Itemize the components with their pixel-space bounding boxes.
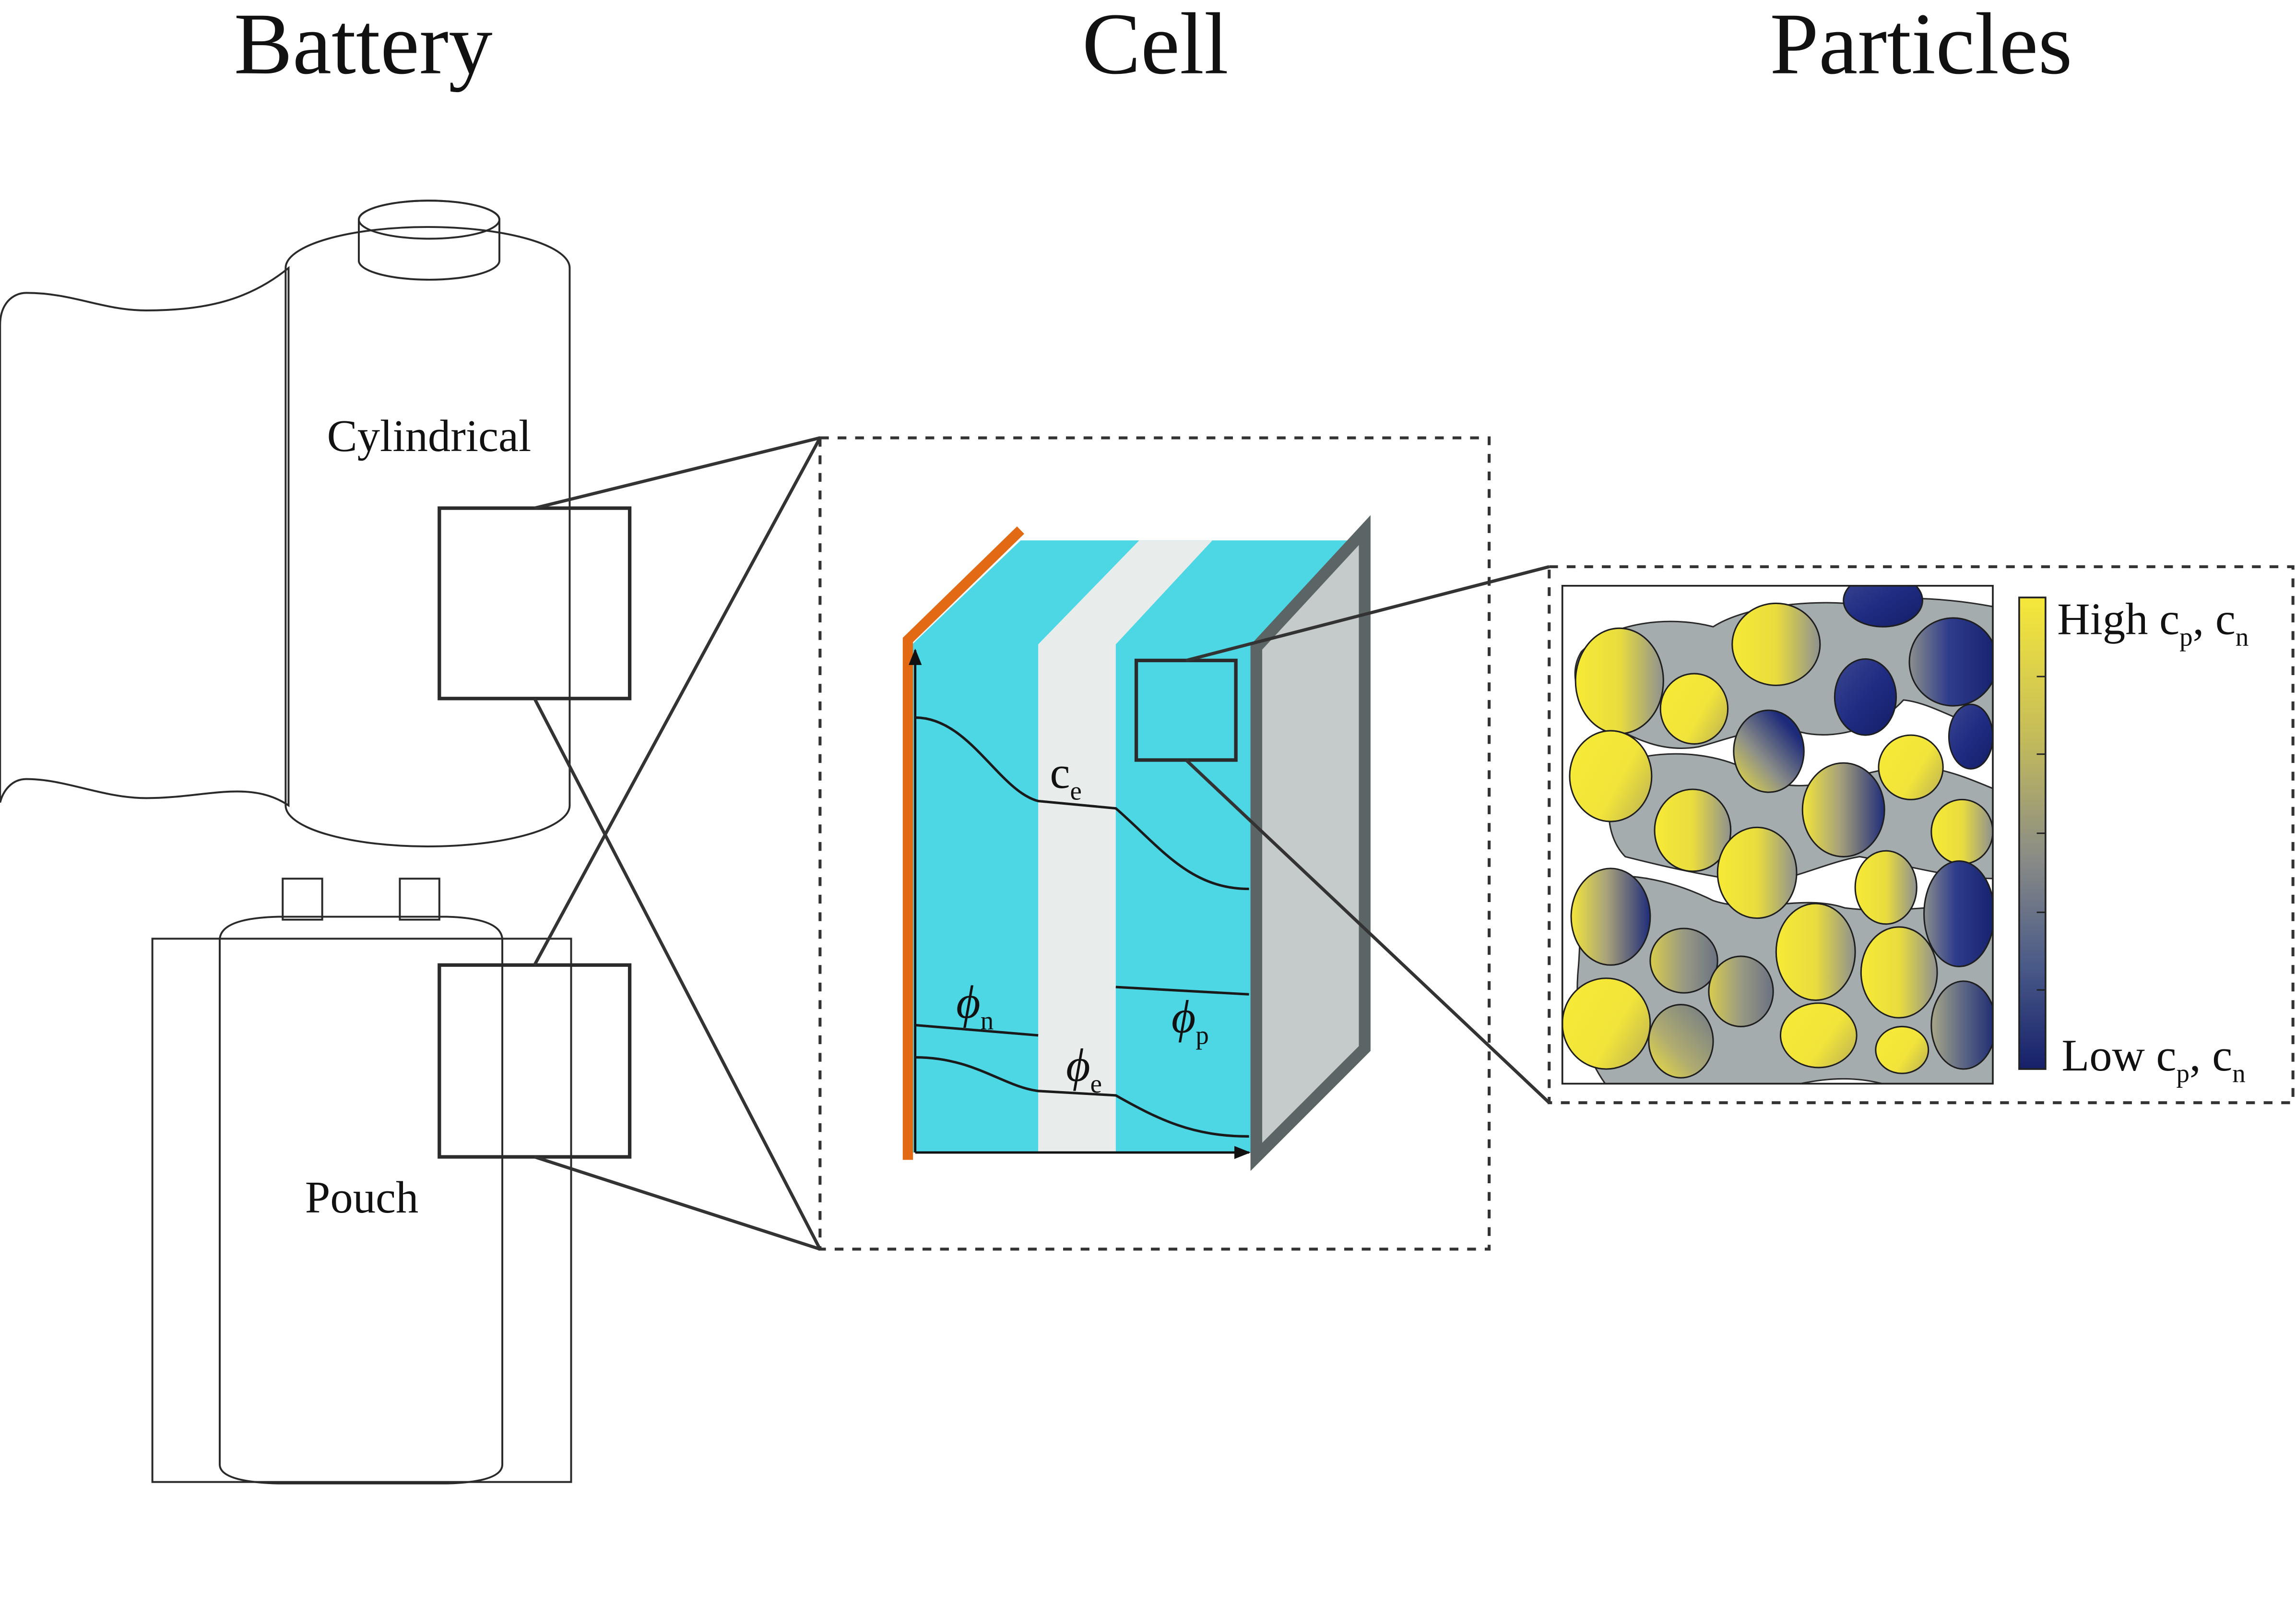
pouch-zoom-box: [438, 963, 632, 1159]
particles-frame: [1548, 565, 2295, 1105]
phi-n-subscript: n: [981, 1006, 994, 1035]
colorbar-low-sub-p: p: [2177, 1058, 2189, 1088]
colorbar-high-label: High cp, cn: [2057, 594, 2249, 652]
pouch-tab-right: [399, 878, 440, 921]
particle: [1659, 673, 1729, 745]
electrode-region: [912, 540, 1349, 1153]
particle: [1854, 850, 1917, 925]
particle: [1733, 709, 1805, 793]
electrolyte-potential-curve: [915, 1056, 1249, 1138]
particle: [1648, 1004, 1714, 1079]
pouch-battery: Pouch: [151, 878, 632, 1485]
cell-title: Cell: [1082, 0, 1229, 93]
phi-n-symbol: ϕ: [956, 976, 981, 1028]
cell-to-particles-zoom-lines: [1185, 565, 1550, 1104]
negative-potential-curve: [915, 1023, 1039, 1037]
colorbar-high-sub-p: p: [2179, 622, 2192, 652]
positive-potential-curve: [1115, 986, 1249, 996]
cylindrical-battery: Cylindrical: [0, 200, 632, 848]
concentration-colorbar: High cp, cn Low cp, cn: [2018, 594, 2249, 1088]
colorbar-low-mid: , c: [2189, 1031, 2232, 1081]
particle: [1775, 903, 1856, 1001]
particle: [1930, 980, 1993, 1070]
particle: [1923, 860, 1993, 967]
particle: [1569, 730, 1653, 822]
particle: [1562, 977, 1651, 1070]
particle: [1801, 762, 1885, 857]
colorbar-low-sub-n: n: [2232, 1058, 2245, 1088]
pouch-label: Pouch: [305, 1173, 419, 1223]
battery-to-cell-zoom-lines: [533, 436, 822, 1251]
particle: [1834, 658, 1897, 736]
unrolled-sheet: [0, 266, 290, 808]
battery-title: Battery: [234, 0, 493, 93]
colorbar-high-mid: , c: [2193, 594, 2236, 644]
cylinder-cap: [357, 200, 500, 281]
particle: [1779, 1002, 1858, 1069]
particle-panel: [1561, 584, 1994, 1085]
cylindrical-zoom-box: [438, 506, 632, 701]
particle: [1948, 703, 1993, 770]
cell-frame: [818, 436, 1491, 1251]
pouch-body: [219, 915, 504, 1485]
particle-microstructure: [1562, 585, 1993, 1084]
phi-e-label: ϕe: [1066, 1039, 1102, 1098]
zoom-line: [1185, 565, 1550, 662]
particle: [1878, 734, 1944, 800]
colorbar-high-text: High c: [2057, 594, 2179, 644]
zoom-line: [533, 698, 822, 1250]
phi-e-subscript: e: [1090, 1069, 1102, 1098]
phi-p-symbol: ϕ: [1172, 991, 1196, 1043]
particle: [1654, 788, 1732, 872]
zoom-line: [533, 437, 822, 966]
particle: [1860, 926, 1938, 1019]
particle: [1731, 602, 1821, 686]
particles-title: Particles: [1770, 0, 2072, 93]
particle: [1716, 826, 1798, 919]
particle: [1570, 868, 1651, 966]
colorbar-high-sub-n: n: [2236, 622, 2249, 652]
electrolyte-concentration-curve: [915, 716, 1249, 891]
particle: [1908, 617, 1993, 707]
particle: [1875, 1025, 1929, 1074]
particle: [1574, 627, 1664, 735]
phi-p-subscript: p: [1195, 1021, 1208, 1050]
cylindrical-label: Cylindrical: [327, 411, 532, 461]
phi-p-label: ϕp: [1172, 991, 1209, 1050]
particle: [1930, 798, 1993, 865]
phi-n-label: ϕn: [956, 976, 994, 1035]
pouch-casing: [151, 938, 572, 1483]
particle-panel-border: [1561, 584, 1994, 1085]
colorbar-low-label: Low cp, cn: [2061, 1031, 2245, 1088]
particle: [1708, 955, 1774, 1027]
zoom-line: [534, 436, 821, 510]
ce-subscript: e: [1070, 776, 1082, 805]
particle: [1843, 585, 1924, 628]
cell-sandwich: ce ϕn ϕe ϕp: [902, 515, 1371, 1171]
cylinder-body: [284, 226, 571, 848]
pouch-tab-left: [282, 878, 323, 921]
phi-e-symbol: ϕ: [1066, 1039, 1090, 1091]
zoom-line: [534, 1155, 821, 1251]
negative-current-collector: [902, 526, 1024, 1160]
ce-symbol: c: [1050, 748, 1070, 798]
particle: [1649, 927, 1718, 994]
colorbar-low-text: Low c: [2061, 1031, 2176, 1081]
separator-region: [1038, 540, 1213, 1153]
ce-label: ce: [1050, 748, 1082, 805]
cylinder-cap-top: [357, 200, 500, 240]
zoom-line: [1185, 759, 1550, 1104]
positive-current-collector: [1250, 515, 1371, 1171]
